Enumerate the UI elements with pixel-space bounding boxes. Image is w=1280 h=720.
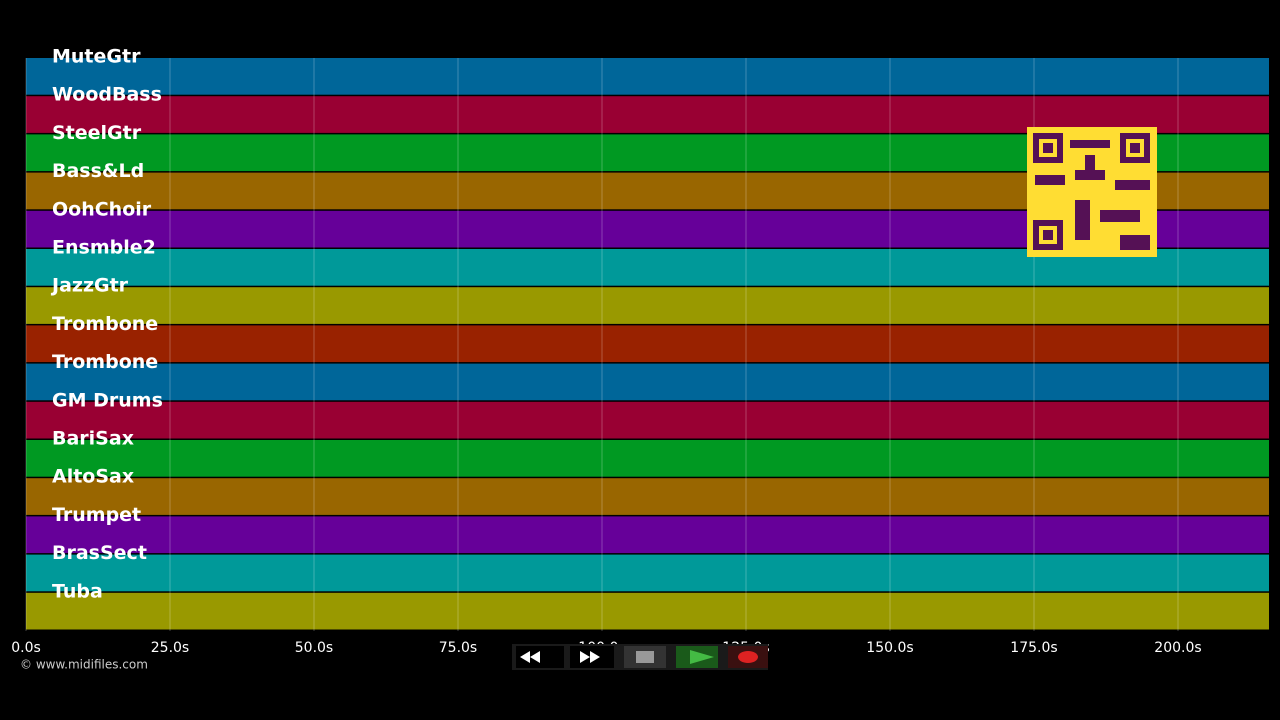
- track-lane: [26, 401, 1269, 439]
- track-name: AltoSax: [52, 466, 134, 488]
- track-name: MuteGtr: [52, 46, 141, 68]
- track-name: BariSax: [52, 428, 134, 450]
- x-tick-label: 150.0s: [866, 640, 913, 656]
- track-lane: [26, 516, 1269, 554]
- x-tick-label: 0.0s: [11, 640, 41, 656]
- x-tick-label: 25.0s: [151, 640, 189, 656]
- track-labels: MuteGtr WoodBass SteelGtr Bass&Ld OohChoir En…: [50, 46, 163, 603]
- track-lane: [26, 96, 1269, 133]
- track-name: Trumpet: [52, 504, 141, 526]
- transport-controls: [512, 644, 768, 670]
- track-lane: [26, 363, 1269, 401]
- track-lane: [26, 592, 1269, 630]
- track-name: Trombone: [52, 313, 158, 335]
- forward-button[interactable]: [570, 646, 614, 668]
- track-lane: [26, 440, 1269, 477]
- x-tick-label: 50.0s: [295, 640, 333, 656]
- track-name: SteelGtr: [52, 122, 142, 144]
- track-name: Tuba: [52, 580, 103, 602]
- track-name: Trombone: [52, 351, 158, 373]
- track-lane: [26, 478, 1269, 515]
- stop-button[interactable]: [624, 646, 666, 668]
- track-lane: [26, 325, 1269, 363]
- track-name: Ensmble2: [52, 237, 156, 259]
- track-name: GM Drums: [52, 389, 163, 411]
- x-tick-label: 75.0s: [439, 640, 477, 656]
- rewind-button[interactable]: [516, 646, 564, 668]
- track-lane: [26, 554, 1269, 592]
- x-tick-label: 200.0s: [1154, 640, 1201, 656]
- track-lane: [26, 287, 1269, 324]
- qr-code: [1027, 127, 1157, 257]
- track-name: Bass&Ld: [52, 160, 144, 182]
- play-button[interactable]: [676, 646, 718, 668]
- copyright: © www.midifiles.com: [20, 658, 148, 672]
- record-button[interactable]: [728, 646, 768, 668]
- track-name: OohChoir: [52, 198, 152, 220]
- track-name: BrasSect: [52, 542, 147, 564]
- x-tick-label: 175.0s: [1010, 640, 1057, 656]
- track-lane: [26, 58, 1269, 95]
- track-name: JazzGtr: [50, 275, 129, 297]
- track-name: WoodBass: [52, 84, 162, 106]
